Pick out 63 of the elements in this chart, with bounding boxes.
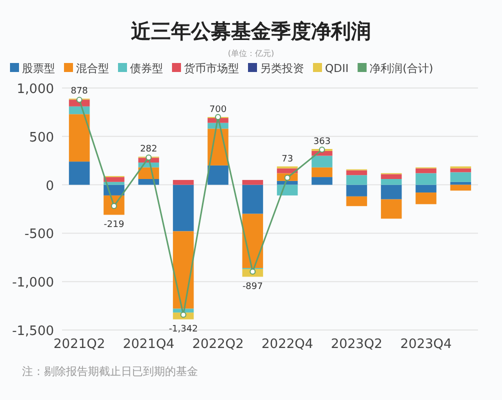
bar [104, 182, 124, 185]
bar [312, 177, 332, 185]
legend-label: 货币市场型 [184, 62, 239, 75]
bar [68, 162, 90, 185]
x-tick-label: 2022Q4 [262, 337, 314, 352]
bar [416, 173, 436, 185]
legend-label: 混合型 [76, 62, 109, 75]
data-label: 363 [313, 136, 331, 147]
legend-label: QDII [325, 62, 349, 75]
bar [172, 184, 194, 232]
bar [208, 165, 228, 185]
bar [380, 199, 402, 219]
bar [416, 168, 436, 174]
bar [104, 177, 124, 182]
data-label: -897 [242, 282, 263, 292]
bar [242, 180, 264, 185]
bar [312, 156, 332, 168]
data-label: -219 [104, 220, 124, 230]
x-tick-label: 2021Q4 [122, 337, 174, 352]
bar [416, 184, 436, 193]
y-tick-label: 500 [29, 130, 54, 146]
bar [276, 184, 298, 196]
bar [242, 184, 264, 214]
bar [346, 184, 368, 196]
bar [380, 184, 402, 200]
bar [450, 182, 472, 185]
legend-label: 股票型 [22, 62, 55, 75]
bar [450, 184, 472, 191]
legend-label: 净利润(合计) [370, 62, 434, 75]
bar [138, 178, 160, 185]
data-label: 700 [209, 105, 227, 116]
bar [312, 167, 332, 178]
bar [380, 174, 402, 179]
bar [68, 114, 90, 162]
chart-subtitle: (单位：亿元) [228, 49, 274, 58]
y-tick-label: -500 [24, 227, 54, 242]
y-tick-label: -1,500 [12, 324, 54, 339]
chart-title: 近三年公募基金季度净利润 [130, 19, 371, 43]
data-label: 878 [70, 86, 88, 97]
x-tick-label: 2023Q4 [400, 337, 452, 352]
bar [346, 170, 368, 176]
bar [450, 172, 472, 182]
data-label: 73 [282, 154, 294, 164]
point [319, 146, 325, 153]
bar [276, 180, 298, 185]
data-label: 282 [140, 144, 158, 155]
legend-label: 债券型 [130, 62, 163, 75]
y-tick-label: 0 [46, 178, 54, 194]
y-tick-label: 1,000 [16, 82, 54, 97]
x-tick-label: 2022Q2 [192, 337, 244, 352]
x-tick-label: 2023Q2 [330, 337, 382, 352]
data-label: -1,342 [168, 324, 198, 334]
bar [380, 178, 402, 185]
x-tick-label: 2021Q2 [54, 337, 106, 352]
text: 注：剔除报告期截止日已到期的基金 [22, 365, 198, 378]
y-tick-label: -1,000 [12, 276, 54, 291]
bar [172, 180, 194, 185]
point [215, 114, 221, 120]
bar [346, 196, 368, 206]
legend-label: 另类投资 [260, 62, 304, 75]
bar [416, 192, 436, 204]
point [146, 154, 152, 160]
bar [346, 175, 368, 185]
